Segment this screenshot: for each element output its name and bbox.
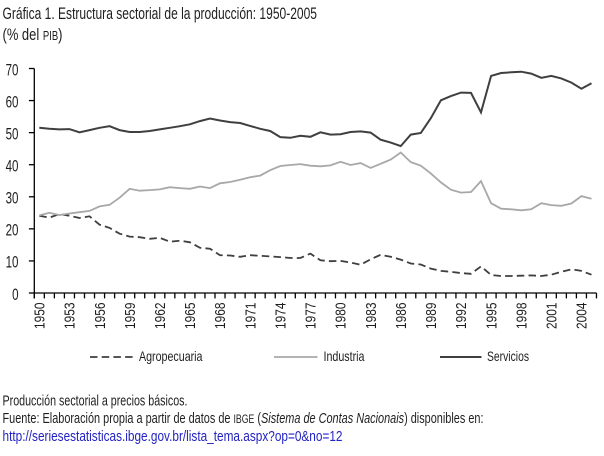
svg-text:20: 20 [6,222,19,241]
svg-text:40: 40 [6,158,19,177]
svg-text:1968: 1968 [212,303,229,330]
svg-text:0: 0 [12,286,18,305]
svg-text:10: 10 [6,254,19,273]
svg-text:1965: 1965 [182,303,199,330]
svg-text:1953: 1953 [62,303,79,330]
svg-text:Agropecuaria: Agropecuaria [139,348,203,364]
svg-text:60: 60 [6,93,19,112]
svg-text:1995: 1995 [483,303,500,330]
svg-text:1980: 1980 [333,303,350,330]
svg-text:30: 30 [6,190,19,209]
svg-text:Producción sectorial a precios: Producción sectorial a precios básicos. [3,393,188,410]
svg-text:1989: 1989 [423,303,440,330]
svg-text:1983: 1983 [363,303,380,330]
svg-text:Gráfica 1. Estructura sectoria: Gráfica 1. Estructura sectorial de la pr… [3,4,318,23]
svg-text:2004: 2004 [574,303,591,330]
svg-text:1977: 1977 [303,303,320,330]
svg-text:Servicios: Servicios [487,348,529,364]
svg-text:1956: 1956 [92,303,109,330]
svg-text:1959: 1959 [122,303,139,330]
svg-text:50: 50 [6,126,19,145]
svg-text:1971: 1971 [242,303,259,330]
svg-text:2001: 2001 [544,303,561,330]
svg-text:1962: 1962 [152,303,169,330]
svg-text:1986: 1986 [393,303,410,330]
svg-text:Industria: Industria [324,348,365,364]
svg-text:1974: 1974 [272,303,289,330]
svg-text:http://seriesestatisticas.ibge: http://seriesestatisticas.ibge.gov.br/li… [3,428,343,445]
svg-text:(% del PIB): (% del PIB) [3,25,63,44]
svg-text:1998: 1998 [513,303,530,330]
svg-text:1950: 1950 [32,303,49,330]
svg-text:1992: 1992 [453,303,470,330]
svg-text:70: 70 [6,61,19,80]
svg-text:Fuente: Elaboración propia a p: Fuente: Elaboración propia a partir de d… [3,410,484,427]
